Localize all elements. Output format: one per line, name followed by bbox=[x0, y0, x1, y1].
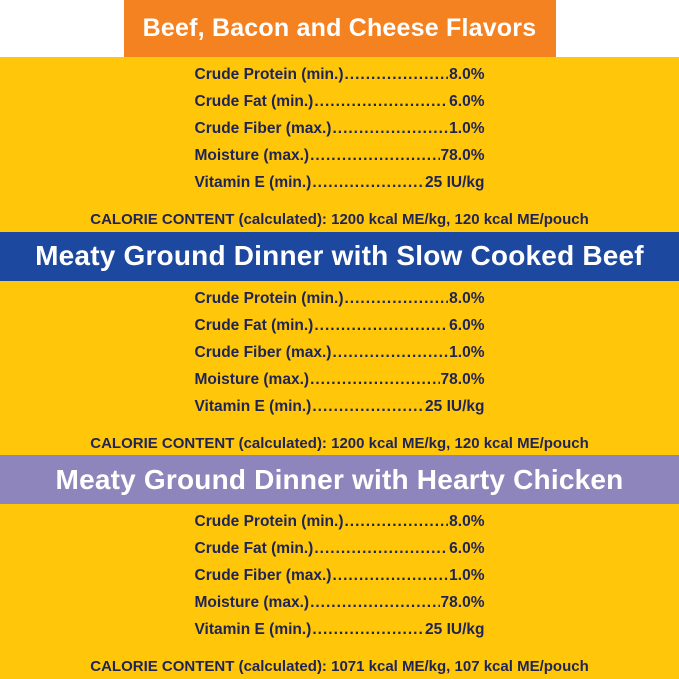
nutrient-value: 1.0% bbox=[449, 343, 485, 361]
leader-dots bbox=[344, 61, 448, 88]
leader-dots bbox=[312, 169, 424, 196]
nutrient-value: 25 IU/kg bbox=[425, 621, 485, 639]
nutrient-label: Moisture (max.) bbox=[194, 370, 310, 388]
nutrient-label: Crude Fat (min.) bbox=[194, 92, 314, 110]
nutrient-label: Crude Fiber (max.) bbox=[194, 119, 332, 137]
calorie-label: CALORIE CONTENT (calculated): bbox=[90, 434, 327, 452]
nutrient-label: Crude Protein (min.) bbox=[194, 289, 344, 307]
nutrient-value: 6.0% bbox=[449, 316, 485, 334]
nutrient-value: 78.0% bbox=[440, 146, 485, 164]
calorie-value: 1071 kcal ME/kg, 107 kcal ME/pouch bbox=[331, 658, 589, 676]
leader-dots bbox=[332, 562, 448, 589]
nutrient-row: Crude Fiber (max.) 1.0% bbox=[195, 339, 485, 366]
leader-dots bbox=[310, 142, 439, 169]
leader-dots bbox=[314, 88, 448, 115]
calorie-label: CALORIE CONTENT (calculated): bbox=[90, 210, 327, 228]
nutrient-label: Crude Fiber (max.) bbox=[194, 567, 332, 585]
nutrient-value: 25 IU/kg bbox=[425, 173, 485, 191]
calorie-label: CALORIE CONTENT (calculated): bbox=[90, 658, 327, 676]
nutrient-row: Crude Fiber (max.) 1.0% bbox=[195, 115, 485, 142]
section-title-banner-chicken: Meaty Ground Dinner with Hearty Chicken bbox=[0, 455, 679, 505]
nutrient-label: Moisture (max.) bbox=[194, 594, 310, 612]
nutrient-value: 8.0% bbox=[449, 513, 485, 531]
nutrient-row: Crude Fat (min.) 6.0% bbox=[195, 88, 485, 115]
section-title-hearty-chicken: Meaty Ground Dinner with Hearty Chicken bbox=[55, 463, 624, 495]
nutrient-label: Crude Fat (min.) bbox=[194, 540, 314, 558]
leader-dots bbox=[332, 339, 448, 366]
leader-dots bbox=[310, 589, 439, 616]
nutrient-row: Vitamin E (min.) 25 IU/kg bbox=[195, 393, 485, 420]
guaranteed-analysis-table-1: Crude Protein (min.) 8.0% Crude Fat (min… bbox=[195, 61, 485, 196]
section-title-flavors: Beef, Bacon and Cheese Flavors bbox=[142, 14, 537, 42]
nutrient-value: 1.0% bbox=[449, 119, 485, 137]
nutrient-row: Moisture (max.) 78.0% bbox=[195, 366, 485, 393]
nutrient-label: Crude Protein (min.) bbox=[194, 65, 344, 83]
nutrient-row: Crude Protein (min.) 8.0% bbox=[195, 508, 485, 535]
nutrient-label: Crude Fiber (max.) bbox=[194, 343, 332, 361]
nutrient-value: 8.0% bbox=[449, 65, 485, 83]
nutrient-row: Crude Protein (min.) 8.0% bbox=[195, 285, 485, 312]
leader-dots bbox=[314, 535, 448, 562]
section-title-banner-beef: Meaty Ground Dinner with Slow Cooked Bee… bbox=[0, 231, 679, 281]
calorie-content-line-1: CALORIE CONTENT (calculated): 1200 kcal … bbox=[90, 211, 588, 228]
nutrient-row: Moisture (max.) 78.0% bbox=[195, 589, 485, 616]
nutrient-row: Crude Protein (min.) 8.0% bbox=[195, 61, 485, 88]
nutrient-row: Crude Fiber (max.) 1.0% bbox=[195, 562, 485, 589]
leader-dots bbox=[332, 115, 448, 142]
nutrient-value: 78.0% bbox=[440, 594, 485, 612]
nutrient-value: 6.0% bbox=[449, 92, 485, 110]
nutrient-row: Crude Fat (min.) 6.0% bbox=[195, 535, 485, 562]
nutrition-section-3: Crude Protein (min.) 8.0% Crude Fat (min… bbox=[0, 504, 679, 679]
leader-dots bbox=[314, 312, 448, 339]
calorie-value: 1200 kcal ME/kg, 120 kcal ME/pouch bbox=[331, 434, 589, 452]
leader-dots bbox=[310, 366, 439, 393]
calorie-content-line-3: CALORIE CONTENT (calculated): 1071 kcal … bbox=[90, 658, 588, 675]
nutrient-label: Vitamin E (min.) bbox=[194, 397, 312, 415]
nutrient-row: Crude Fat (min.) 6.0% bbox=[195, 312, 485, 339]
nutrient-value: 6.0% bbox=[449, 540, 485, 558]
nutrient-value: 8.0% bbox=[449, 289, 485, 307]
nutrient-label: Crude Fat (min.) bbox=[194, 316, 314, 334]
calorie-content-line-2: CALORIE CONTENT (calculated): 1200 kcal … bbox=[90, 435, 588, 452]
nutrient-label: Vitamin E (min.) bbox=[194, 621, 312, 639]
nutrient-label: Crude Protein (min.) bbox=[194, 513, 344, 531]
section-title-slow-cooked-beef: Meaty Ground Dinner with Slow Cooked Bee… bbox=[35, 240, 644, 272]
nutrient-row: Vitamin E (min.) 25 IU/kg bbox=[195, 616, 485, 643]
top-banner-strip: Beef, Bacon and Cheese Flavors bbox=[0, 0, 679, 57]
guaranteed-analysis-table-2: Crude Protein (min.) 8.0% Crude Fat (min… bbox=[195, 285, 485, 420]
guaranteed-analysis-table-3: Crude Protein (min.) 8.0% Crude Fat (min… bbox=[195, 508, 485, 643]
nutrient-label: Moisture (max.) bbox=[194, 146, 310, 164]
nutrient-label: Vitamin E (min.) bbox=[194, 173, 312, 191]
nutrient-value: 78.0% bbox=[440, 370, 485, 388]
nutrient-value: 25 IU/kg bbox=[425, 397, 485, 415]
leader-dots bbox=[344, 508, 448, 535]
flavor-title-banner: Beef, Bacon and Cheese Flavors bbox=[123, 0, 556, 57]
nutrient-row: Vitamin E (min.) 25 IU/kg bbox=[195, 169, 485, 196]
nutrition-section-1: Crude Protein (min.) 8.0% Crude Fat (min… bbox=[0, 57, 679, 232]
calorie-value: 1200 kcal ME/kg, 120 kcal ME/pouch bbox=[331, 210, 589, 228]
nutrient-value: 1.0% bbox=[449, 567, 485, 585]
nutrient-row: Moisture (max.) 78.0% bbox=[195, 142, 485, 169]
nutrition-section-2: Crude Protein (min.) 8.0% Crude Fat (min… bbox=[0, 281, 679, 456]
leader-dots bbox=[312, 616, 424, 643]
leader-dots bbox=[312, 393, 424, 420]
leader-dots bbox=[344, 285, 448, 312]
